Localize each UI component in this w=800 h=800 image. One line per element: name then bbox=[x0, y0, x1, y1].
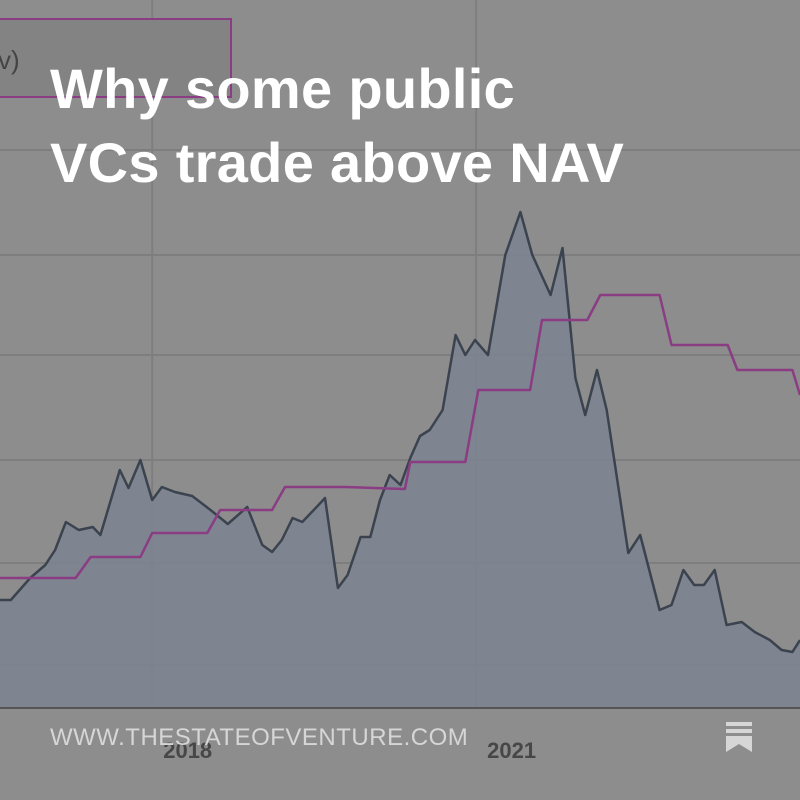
x-tick-label: 2018 bbox=[163, 738, 212, 763]
site-url: WWW.THESTATEOFVENTURE.COM bbox=[50, 724, 469, 751]
line bbox=[0, 210, 800, 654]
area bbox=[0, 212, 800, 708]
line bbox=[0, 293, 800, 580]
x-tick-label: 2021 bbox=[487, 738, 536, 763]
title: Why some public VCs trade above NAV bbox=[50, 57, 625, 194]
legend-fragment: v) bbox=[0, 18, 232, 98]
